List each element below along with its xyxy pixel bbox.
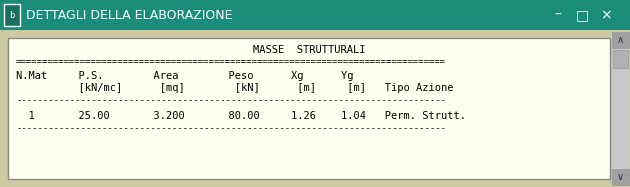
- Bar: [613, 50, 628, 68]
- Bar: [612, 32, 629, 185]
- Text: b: b: [9, 10, 14, 19]
- Text: MASSE  STRUTTURALI: MASSE STRUTTURALI: [253, 45, 365, 55]
- Bar: [612, 32, 629, 48]
- Text: ∨: ∨: [617, 172, 624, 182]
- Text: --------------------------------------------------------------------------------: ----------------------------------------…: [16, 125, 446, 134]
- Bar: [4, 4, 20, 26]
- Text: DETTAGLI DELLA ELABORAZIONE: DETTAGLI DELLA ELABORAZIONE: [26, 8, 232, 22]
- Text: N.Mat     P.S.        Area        Peso      Xg      Yg: N.Mat P.S. Area Peso Xg Yg: [16, 71, 353, 81]
- Text: ∧: ∧: [617, 35, 624, 45]
- Text: [kN/mc]      [mq]        [kN]      [m]     [m]   Tipo Azione: [kN/mc] [mq] [kN] [m] [m] Tipo Azione: [16, 83, 454, 93]
- Text: 1       25.00       3.200       80.00     1.26    1.04   Perm. Strutt.: 1 25.00 3.200 80.00 1.26 1.04 Perm. Stru…: [16, 111, 466, 121]
- Text: □: □: [575, 8, 588, 22]
- Text: --------------------------------------------------------------------------------: ----------------------------------------…: [16, 96, 446, 105]
- Text: ================================================================================: ========================================…: [16, 57, 446, 67]
- Bar: [0, 0, 630, 30]
- Bar: [612, 169, 629, 185]
- Bar: [8, 38, 610, 179]
- Text: –: –: [554, 8, 561, 22]
- Text: ×: ×: [600, 8, 612, 22]
